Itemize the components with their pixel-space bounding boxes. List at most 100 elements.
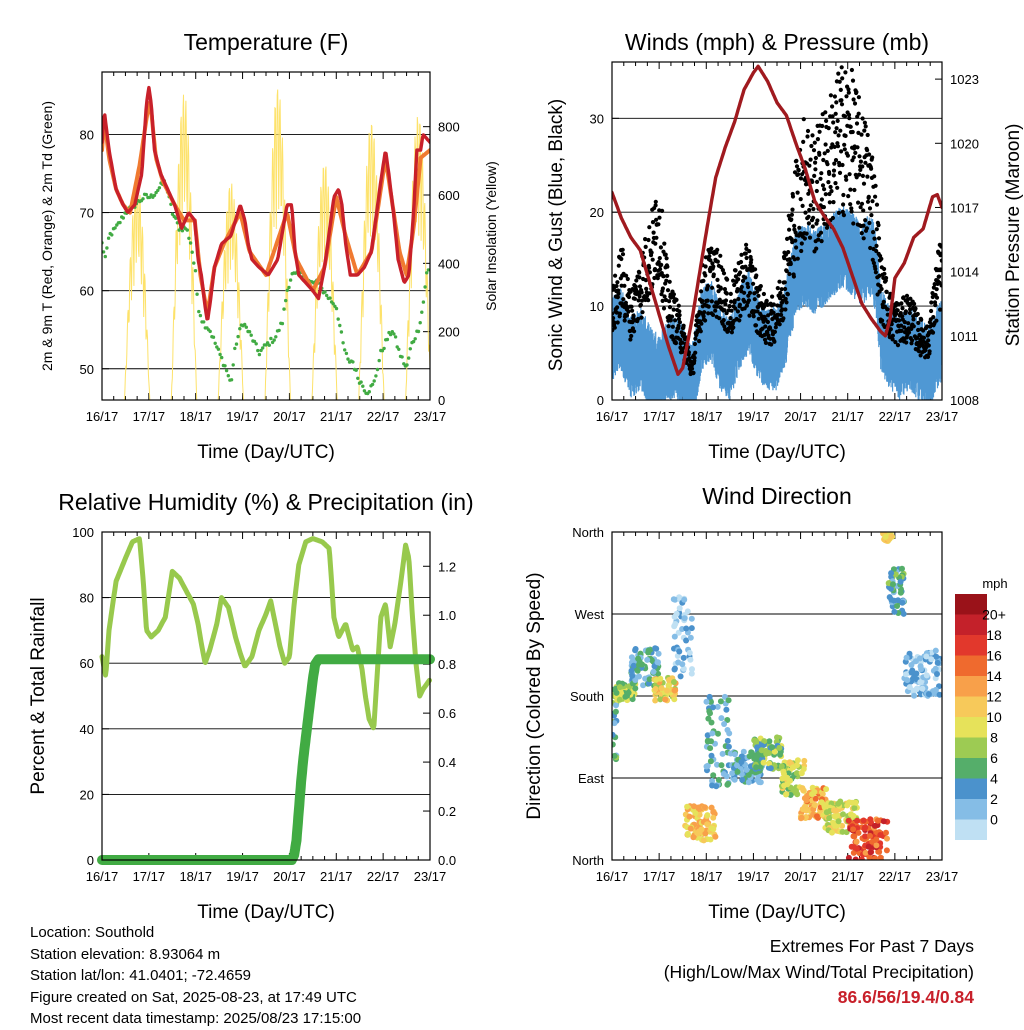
dewpoint-point	[208, 329, 212, 334]
dewpoint-point	[152, 193, 157, 198]
gust-point	[811, 215, 816, 220]
gust-point	[779, 312, 784, 317]
direction-point	[758, 742, 765, 749]
direction-point	[934, 659, 941, 666]
gust-point	[848, 124, 853, 129]
gust-point	[929, 300, 934, 305]
direction-point	[630, 662, 637, 669]
gust-point	[669, 314, 675, 319]
gust-point	[746, 284, 751, 290]
direction-point	[684, 830, 691, 837]
direction-point	[708, 804, 715, 811]
direction-point	[652, 645, 659, 652]
y-right-tick-label: 1023	[950, 72, 979, 87]
direction-point	[639, 661, 646, 668]
gust-point	[863, 124, 868, 129]
gust-point	[821, 205, 827, 210]
station-info: Location: Southold Station elevation: 8.…	[30, 922, 361, 1030]
x-tick-label: 21/17	[831, 869, 864, 884]
gust-point	[626, 294, 632, 300]
dewpoint-point	[395, 345, 399, 349]
direction-point	[731, 751, 738, 758]
gust-point	[735, 287, 740, 292]
dewpoint-point	[344, 351, 349, 356]
legend-title: mph	[982, 576, 1007, 591]
gust-point	[842, 142, 847, 147]
direction-point	[689, 666, 695, 673]
dewpoint-point	[338, 323, 342, 328]
dewpoint-point	[416, 329, 421, 334]
direction-point	[709, 730, 716, 737]
gust-point	[773, 325, 778, 330]
gust-point	[777, 296, 783, 301]
gust-point	[910, 338, 915, 343]
direction-point	[906, 684, 913, 691]
gust-point	[647, 270, 653, 275]
x-tick-label: 22/17	[879, 869, 912, 884]
gust-point	[826, 180, 831, 185]
dewpoint-point	[224, 368, 229, 373]
gust-point	[731, 325, 736, 330]
gust-point	[637, 275, 642, 280]
direction-point	[747, 763, 754, 770]
gust-point	[762, 337, 768, 342]
x-tick-label: 20/17	[784, 869, 817, 884]
direction-point	[892, 571, 899, 578]
direction-point	[831, 822, 838, 829]
gust-point	[620, 247, 625, 252]
dewpoint-point	[213, 341, 217, 345]
gust-point	[839, 98, 844, 103]
gust-point	[651, 230, 656, 235]
gust-point	[652, 275, 657, 281]
gust-point	[829, 189, 834, 194]
x-tick-label: 23/17	[414, 869, 447, 884]
gust-point	[815, 137, 821, 142]
gust-point	[873, 270, 879, 275]
gust-point	[692, 341, 698, 347]
y-tick-label: 60	[80, 284, 94, 299]
gust-point	[629, 333, 634, 339]
panel-temp: Temperature (F) Time (Day/UTC) 16/17 17/17 1…	[39, 29, 499, 463]
gust-point	[835, 144, 841, 149]
direction-point	[936, 691, 942, 698]
dewpoint-point	[339, 330, 344, 334]
gust-point	[834, 126, 839, 131]
y-tick-label: 10	[590, 299, 604, 314]
gust-point	[848, 187, 853, 192]
gust-point	[849, 67, 855, 73]
gust-point	[831, 173, 836, 178]
direction-point	[890, 581, 896, 588]
direction-point	[675, 659, 682, 666]
legend-swatch	[955, 819, 987, 840]
direction-point	[618, 690, 625, 697]
gust-point	[650, 220, 656, 225]
direction-point	[708, 738, 714, 745]
x-tick-label: 19/17	[226, 869, 259, 884]
gust-point	[673, 318, 678, 323]
x-tick-label: 20/17	[784, 409, 817, 424]
gust-point	[815, 218, 820, 223]
gust-point	[783, 286, 788, 292]
direction-point	[793, 770, 800, 777]
gust-point	[874, 248, 879, 254]
figure-created: Figure created on Sat, 2025-08-23, at 17…	[30, 988, 357, 1006]
direction-point	[646, 676, 653, 683]
gust-point	[801, 139, 806, 144]
gust-point	[876, 236, 882, 241]
x-tick-label: 21/17	[320, 409, 353, 424]
direction-point	[932, 647, 939, 654]
gust-point	[703, 273, 708, 278]
gust-point	[866, 194, 871, 199]
direction-point	[706, 693, 713, 700]
dewpoint-point	[233, 346, 237, 351]
gust-point	[841, 213, 847, 218]
dewpoint-point	[102, 250, 106, 254]
y-axis-label-left: Percent & Total Rainfall	[28, 597, 49, 794]
gust-point	[865, 199, 871, 204]
gust-point	[810, 133, 815, 138]
gust-point	[744, 242, 749, 247]
plot-frame	[101, 71, 431, 401]
y-axis-label-left: Sonic Wind & Gust (Blue, Black)	[546, 99, 567, 371]
direction-point	[850, 812, 857, 819]
dewpoint-point	[407, 356, 411, 360]
